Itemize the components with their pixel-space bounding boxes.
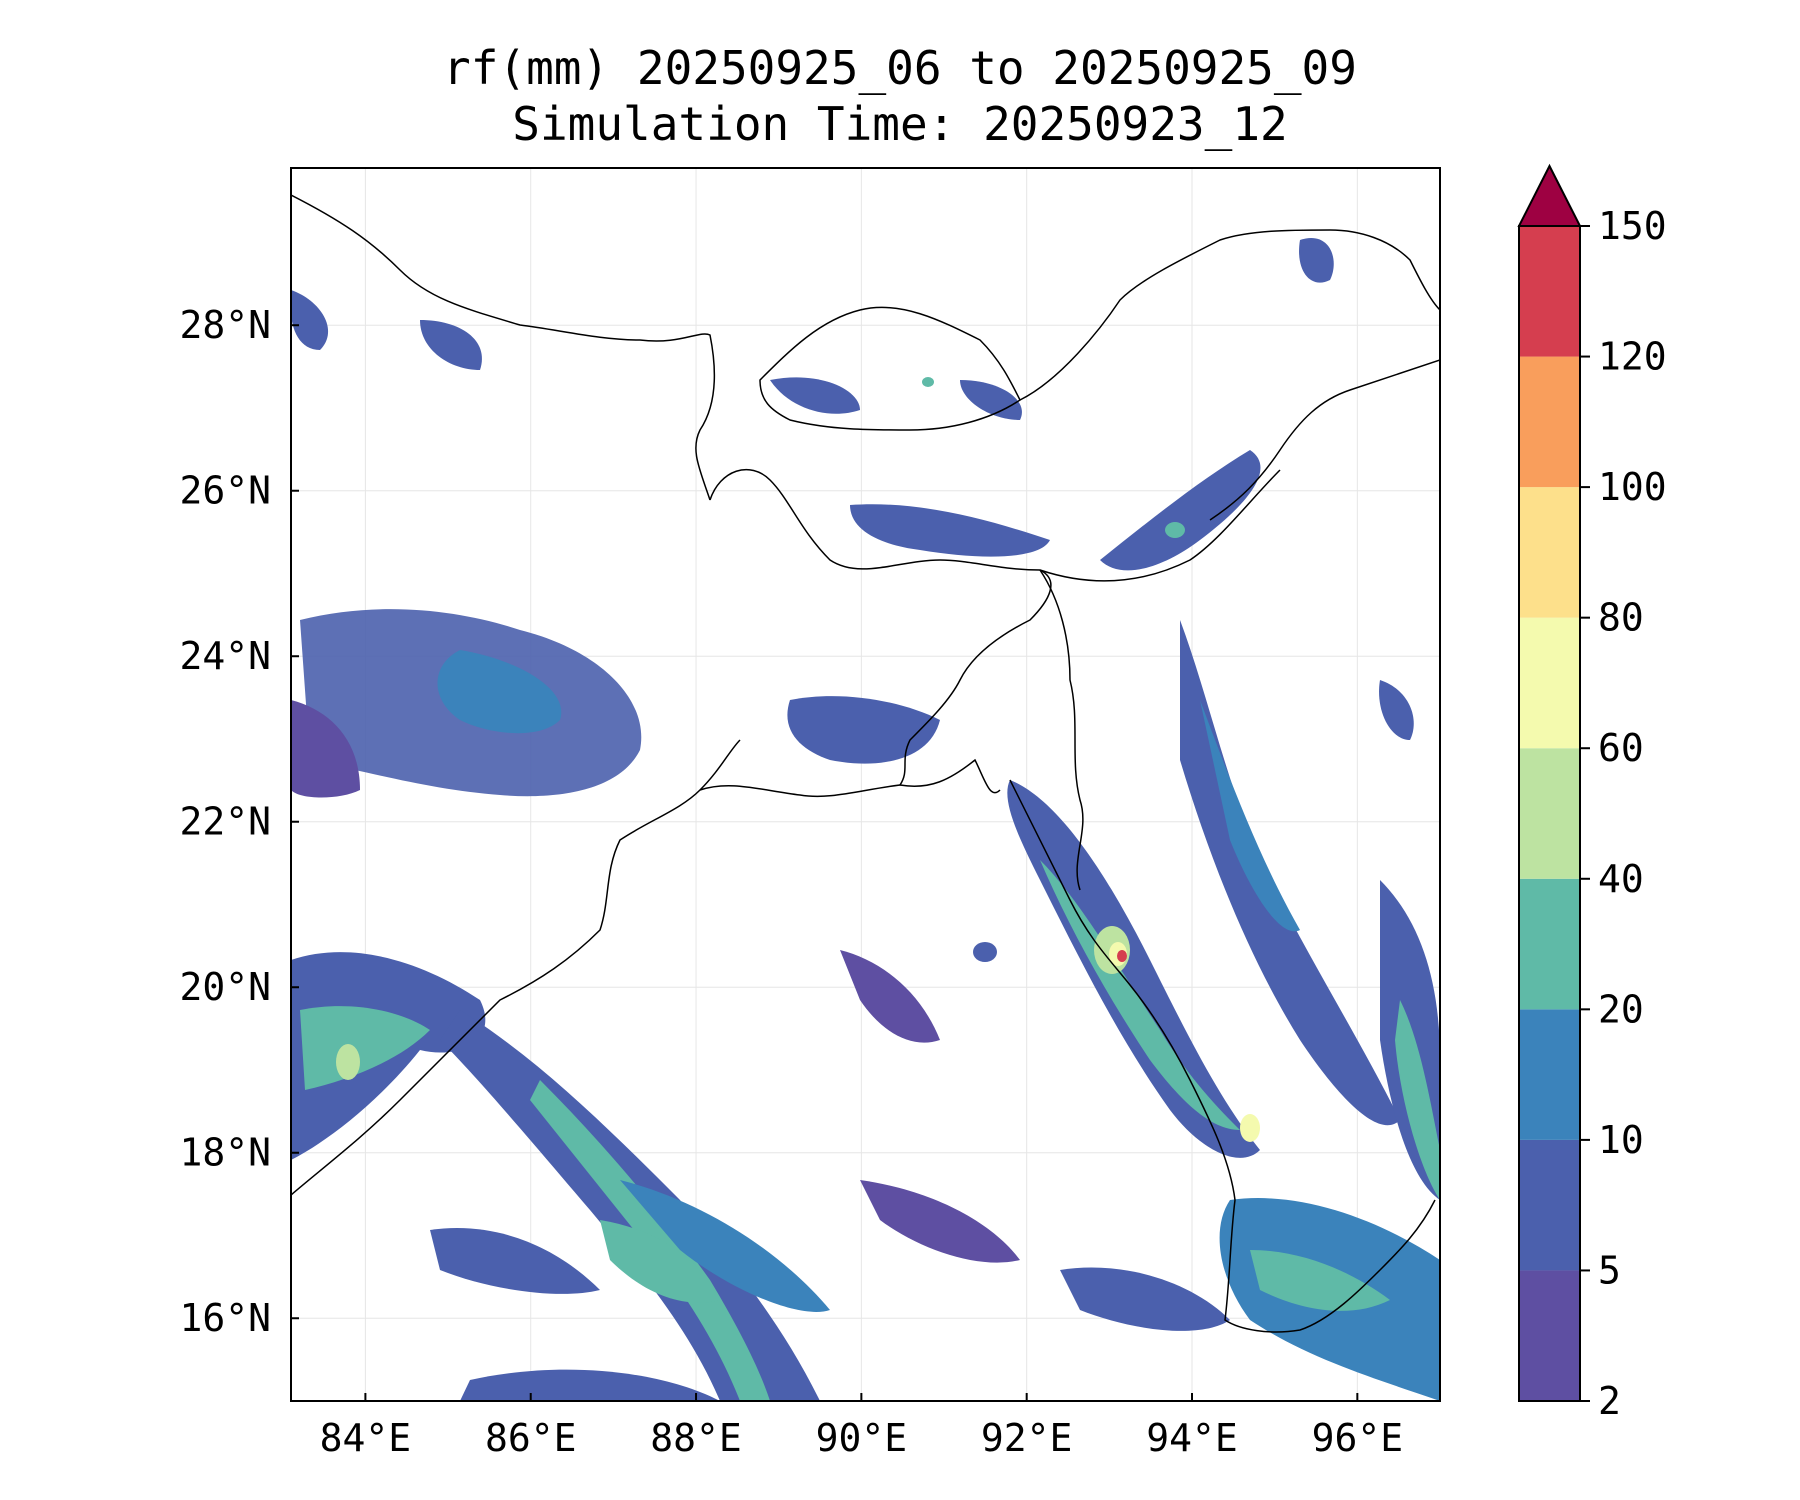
- colorbar-frame: [1518, 225, 1581, 1402]
- rain-peak-odisha: [336, 1044, 360, 1080]
- colorbar-tick-label: 20: [1598, 987, 1644, 1031]
- lat-tick-label: 20°N: [179, 965, 271, 1009]
- border-myanmar-west: [1039, 569, 1084, 891]
- border-bangladesh: [709, 469, 1052, 786]
- map-title-line2: Simulation Time: 20250923_12: [512, 97, 1288, 151]
- colorbar-tick-label: 5: [1598, 1248, 1621, 1292]
- colorbar-segment: [1519, 487, 1580, 618]
- lat-tick-label: 22°N: [179, 800, 271, 844]
- rain-patch-bhutan-east: [960, 380, 1022, 420]
- rainfall-field: [291, 238, 1440, 1401]
- colorbar-tick-label: 40: [1598, 857, 1644, 901]
- rain-band-bay-3: [430, 1228, 600, 1294]
- lon-axis: 84°E 86°E 88°E 90°E 92°E 94°E 96°E: [320, 1393, 1403, 1460]
- boundaries: [291, 194, 1440, 1333]
- colorbar-segment: [1519, 1009, 1580, 1140]
- rain-cell-bay-center: [973, 942, 997, 962]
- colorbar-tick-label: 60: [1598, 726, 1644, 770]
- lon-tick-label: 94°E: [1146, 1416, 1238, 1460]
- rain-peak-arunachal: [1165, 522, 1185, 538]
- colorbar-tick-label: 2: [1598, 1379, 1621, 1423]
- rain-band-assam: [850, 504, 1050, 557]
- rain-patch-nepal-west: [291, 290, 329, 350]
- rain-patch-central-india-inner: [437, 650, 562, 734]
- rain-cell-bhutan: [922, 377, 934, 387]
- colorbar-tick-label: 120: [1598, 335, 1667, 379]
- rain-patch-east-border: [1379, 680, 1414, 740]
- lat-tick-label: 18°N: [179, 1131, 271, 1175]
- border-myanmar-north: [1209, 359, 1440, 521]
- lon-tick-label: 96°E: [1312, 1416, 1404, 1460]
- rain-patch-nepal: [420, 320, 482, 370]
- border-india-ne: [1039, 469, 1281, 582]
- rain-band-arunachal: [1100, 450, 1261, 571]
- rain-patch-tibet-east: [1299, 238, 1334, 283]
- coastline-myanmar: [1009, 779, 1436, 1333]
- lat-axis: 16°N 18°N 20°N 22°N 24°N 26°N 28°N: [179, 303, 299, 1340]
- rain-cell-bay-east: [840, 950, 940, 1043]
- coastline-bengal-delta: [699, 758, 1001, 798]
- lon-tick-label: 88°E: [650, 1416, 742, 1460]
- map-frame: [290, 167, 1441, 1402]
- lat-tick-label: 26°N: [179, 469, 271, 513]
- rain-cell-bay-mid: [860, 1180, 1020, 1263]
- colorbar-segment: [1519, 1270, 1580, 1401]
- rain-band-myanmar-4: [1395, 1000, 1440, 1200]
- border-nepal: [291, 194, 716, 501]
- colorbar-tick-label: 100: [1598, 465, 1667, 509]
- rain-band-bay-2: [600, 1220, 720, 1303]
- lat-tick-label: 28°N: [179, 303, 271, 347]
- lon-tick-label: 90°E: [816, 1416, 908, 1460]
- rain-peak-south-arakan: [1240, 1114, 1260, 1142]
- colorbar: 2 5 10 20 40 60 80 100 120 150: [1517, 163, 1667, 1423]
- colorbar-extend-arrow: [1517, 163, 1582, 227]
- rain-patch-west-band: [291, 700, 360, 798]
- rain-band-south: [460, 1369, 720, 1401]
- colorbar-segment: [1519, 878, 1580, 1010]
- colorbar-segment: [1519, 617, 1580, 749]
- colorbar-tick-label: 150: [1598, 204, 1667, 248]
- rain-patch-bhutan: [770, 377, 860, 414]
- rain-patch-odisha-inner: [300, 1006, 430, 1090]
- border-bhutan: [759, 306, 1021, 431]
- coastline-east-india: [291, 739, 741, 1196]
- rain-peak-max: [1117, 950, 1127, 962]
- lon-tick-label: 86°E: [485, 1416, 577, 1460]
- rain-patch-andaman: [1060, 1267, 1230, 1331]
- lon-tick-label: 84°E: [320, 1416, 412, 1460]
- rain-patch-tanintharyi-inner: [1250, 1250, 1390, 1311]
- colorbar-tick-label: 80: [1598, 596, 1644, 640]
- rain-patch-bangladesh: [787, 696, 940, 764]
- colorbar-segment: [1519, 748, 1580, 879]
- colorbar-segment: [1519, 226, 1580, 357]
- rain-band-bay-4: [620, 1180, 830, 1312]
- lat-tick-label: 16°N: [179, 1296, 271, 1340]
- lon-tick-label: 92°E: [981, 1416, 1073, 1460]
- rain-band-arakan: [1007, 780, 1260, 1158]
- colorbar-segment: [1519, 356, 1580, 488]
- rain-band-arakan-inner: [1040, 860, 1240, 1130]
- gridlines: [291, 168, 1440, 1401]
- colorbar-segment: [1519, 1139, 1580, 1271]
- border-tibet: [1019, 229, 1440, 401]
- colorbar-tick-label: 10: [1598, 1118, 1644, 1162]
- map-title-line1: rf(mm) 20250925_06 to 20250925_09: [443, 41, 1357, 95]
- rain-band-myanmar-1: [1180, 620, 1400, 1126]
- lat-tick-label: 24°N: [179, 634, 271, 678]
